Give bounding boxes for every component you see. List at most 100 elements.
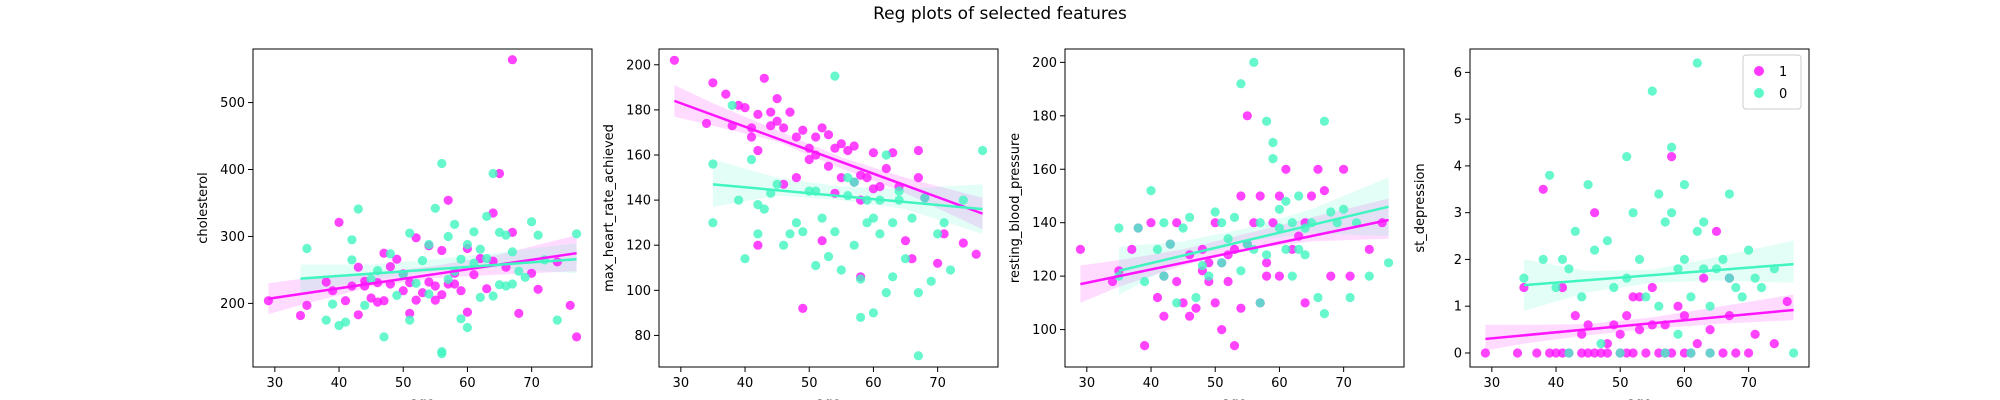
data-point-class-1 <box>1647 282 1657 293</box>
data-point-class-0 <box>830 71 840 81</box>
data-point-class-1 <box>753 109 763 119</box>
data-point-class-1 <box>1744 348 1754 358</box>
data-point-class-1 <box>1172 218 1182 228</box>
data-point-class-0 <box>888 218 898 228</box>
data-point-class-1 <box>933 258 943 268</box>
x-tick-label: 40 <box>737 376 754 391</box>
data-point-class-1 <box>913 173 924 183</box>
data-point-class-0 <box>708 218 718 228</box>
data-point-class-1 <box>779 123 789 133</box>
y-axis-label: resting_blood_pressure <box>1008 133 1023 283</box>
data-point-class-1 <box>798 125 808 135</box>
x-axis-label: age <box>1627 396 1651 400</box>
data-point-class-1 <box>437 245 447 256</box>
data-point-class-0 <box>1249 57 1259 67</box>
data-point-class-0 <box>823 251 834 262</box>
data-point-class-0 <box>907 213 917 223</box>
data-point-class-1 <box>1654 348 1664 358</box>
data-point-class-0 <box>1262 250 1272 260</box>
data-point-class-0 <box>411 278 421 288</box>
data-point-class-1 <box>1551 348 1561 358</box>
data-point-class-1 <box>1262 258 1272 268</box>
data-point-class-1 <box>958 238 968 248</box>
data-point-class-1 <box>1641 348 1651 358</box>
data-point-class-1 <box>1557 348 1568 358</box>
data-point-class-0 <box>1133 223 1143 233</box>
data-point-class-0 <box>328 299 338 309</box>
data-point-class-0 <box>1294 244 1304 254</box>
data-point-class-1 <box>1577 348 1587 358</box>
data-point-class-0 <box>1737 292 1747 302</box>
data-point-class-0 <box>1197 260 1207 271</box>
data-point-class-0 <box>1287 271 1297 281</box>
data-point-class-0 <box>1185 212 1195 222</box>
data-point-class-1 <box>443 195 453 205</box>
x-tick-label: 30 <box>267 376 284 391</box>
x-tick-label: 30 <box>1079 376 1096 391</box>
data-point-class-0 <box>1255 218 1265 228</box>
data-point-class-0 <box>1140 276 1150 287</box>
data-point-class-1 <box>1647 320 1657 330</box>
data-point-class-0 <box>1667 208 1677 218</box>
y-tick-label: 120 <box>626 239 651 254</box>
data-point-class-1 <box>1711 226 1722 236</box>
data-point-class-1 <box>759 73 769 83</box>
x-axis-label: age <box>410 396 434 400</box>
data-point-class-0 <box>1557 254 1568 264</box>
x-axis-label: age <box>1222 396 1246 400</box>
x-tick-label: 40 <box>1548 376 1565 391</box>
data-point-class-0 <box>379 332 389 342</box>
data-point-class-1 <box>791 132 802 142</box>
confidence-band-1 <box>1485 294 1794 351</box>
data-point-class-0 <box>1262 116 1272 126</box>
regression-line-1 <box>268 251 577 300</box>
data-point-class-1 <box>1326 271 1336 281</box>
y-tick-label: 6 <box>1454 66 1462 81</box>
data-point-class-1 <box>385 262 395 272</box>
data-point-class-0 <box>958 195 968 205</box>
data-point-class-1 <box>411 295 421 305</box>
data-point-class-1 <box>533 284 543 294</box>
data-point-class-1 <box>817 123 827 133</box>
regression-line-0 <box>1118 205 1389 273</box>
regression-line-0 <box>1523 262 1794 287</box>
data-point-class-1 <box>334 217 344 227</box>
data-point-class-0 <box>424 239 434 250</box>
data-point-class-0 <box>862 218 872 228</box>
data-point-class-1 <box>1577 329 1587 339</box>
x-tick-label: 60 <box>1676 376 1693 391</box>
data-point-class-1 <box>1634 325 1645 335</box>
data-point-class-0 <box>1364 271 1374 281</box>
data-point-class-0 <box>1789 348 1799 358</box>
data-point-class-1 <box>907 254 917 264</box>
data-point-class-1 <box>1615 329 1625 339</box>
data-point-class-1 <box>843 145 853 156</box>
data-point-class-0 <box>347 235 357 245</box>
y-tick-label: 0 <box>1454 346 1462 361</box>
data-point-class-0 <box>1294 191 1304 201</box>
data-point-class-1 <box>437 290 447 300</box>
data-point-class-1 <box>939 229 949 239</box>
data-point-class-0 <box>830 227 840 237</box>
data-point-class-0 <box>417 256 428 266</box>
y-tick-label: 5 <box>1454 113 1462 128</box>
y-tick-label: 160 <box>626 149 651 164</box>
data-point-class-1 <box>1782 296 1792 307</box>
data-point-class-0 <box>1718 254 1728 264</box>
data-point-class-0 <box>366 274 376 284</box>
regression-line-1 <box>1485 308 1794 341</box>
x-tick-label: 70 <box>1740 376 1757 391</box>
data-point-class-1 <box>1545 348 1555 358</box>
data-point-class-1 <box>1538 184 1548 194</box>
x-tick-label: 70 <box>1335 376 1352 391</box>
data-point-class-1 <box>1306 191 1317 201</box>
data-point-class-1 <box>1667 348 1677 358</box>
data-point-class-0 <box>856 312 866 322</box>
data-point-class-0 <box>894 186 904 196</box>
axes-frame <box>252 48 593 368</box>
data-point-class-1 <box>1274 191 1284 201</box>
data-point-class-0 <box>843 173 853 183</box>
data-point-class-0 <box>475 244 485 254</box>
